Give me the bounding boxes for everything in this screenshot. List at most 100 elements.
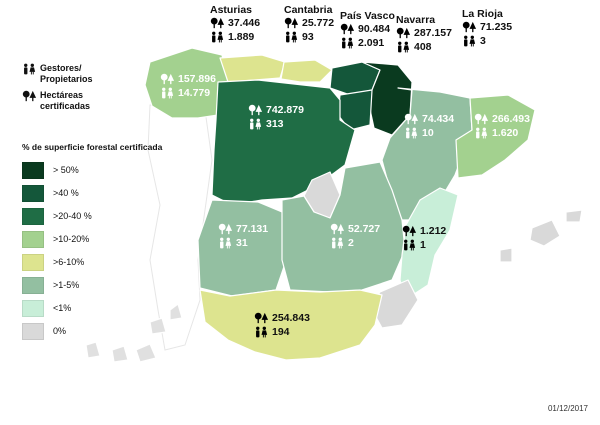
- label-pais-vasco: País Vasco 90.484 2.091: [340, 10, 395, 50]
- label-castilla-leon: 742.879 313: [248, 103, 304, 131]
- label-la-rioja: La Rioja 71.235 3: [462, 8, 512, 48]
- people-icon: [160, 87, 175, 99]
- legend-item: >6-10%: [22, 253, 142, 271]
- label-andalucia: 254.843 194: [254, 311, 310, 339]
- owners-value: 1: [420, 239, 426, 251]
- tree-icon: [22, 90, 37, 102]
- owners-value: 1.889: [228, 31, 255, 43]
- owners-value: 10: [422, 127, 434, 139]
- region-name: País Vasco: [340, 10, 395, 22]
- owners-value: 93: [302, 31, 314, 43]
- tree-icon: [248, 104, 263, 116]
- region-baleares-menorca: [565, 209, 583, 223]
- people-icon: [330, 237, 345, 249]
- region-canarias-5: [169, 303, 183, 321]
- legend-label: > 50%: [53, 165, 79, 175]
- key-hectares: Hectáreas certificadas: [22, 90, 90, 112]
- legend-label: <1%: [53, 303, 72, 313]
- owners-value: 3: [480, 35, 486, 47]
- hectares-value: 1.212: [420, 225, 447, 237]
- region-name: La Rioja: [462, 8, 503, 20]
- region-baleares-mallorca: [529, 219, 561, 247]
- key-owners-label: Gestores/ Propietarios: [40, 63, 93, 84]
- tree-icon: [396, 27, 411, 39]
- legend-swatch: [22, 184, 44, 202]
- legend-swatch: [22, 161, 44, 179]
- legend-swatch: [22, 230, 44, 248]
- region-canarias-3: [135, 343, 157, 363]
- hectares-value: 52.727: [348, 223, 381, 235]
- people-icon: [248, 118, 263, 130]
- owners-value: 31: [236, 237, 248, 249]
- legend-label: >40 %: [53, 188, 79, 198]
- region-name: Asturias: [210, 4, 253, 16]
- people-icon: [22, 63, 37, 75]
- hectares-value: 77.131: [236, 223, 269, 235]
- people-icon: [474, 127, 489, 139]
- hectares-value: 90.484: [358, 23, 391, 35]
- date-stamp: 01/12/2017: [547, 404, 588, 413]
- label-valencia: 1.212 1: [402, 224, 446, 252]
- tree-icon: [284, 17, 299, 29]
- legend-swatch: [22, 276, 44, 294]
- hectares-value: 37.446: [228, 17, 261, 29]
- region-name: Cantabria: [284, 4, 333, 16]
- tree-icon: [218, 223, 233, 235]
- owners-value: 408: [414, 41, 432, 53]
- legend-item: >10-20%: [22, 230, 142, 248]
- region-canarias-2: [111, 345, 129, 363]
- label-cataluna: 266.493 1.620: [474, 112, 530, 140]
- legend-title: % de superficie forestal certificada: [22, 142, 163, 152]
- legend-label: >10-20%: [53, 234, 90, 244]
- legend-swatch: [22, 207, 44, 225]
- label-aragon: 74.434 10: [404, 112, 454, 140]
- owners-value: 313: [266, 118, 284, 130]
- hectares-value: 71.235: [480, 21, 513, 33]
- tree-icon: [210, 17, 225, 29]
- label-navarra: Navarra 287.157 408: [396, 14, 452, 54]
- legend-item: >1-5%: [22, 276, 142, 294]
- legend-item: >20-40 %: [22, 207, 142, 225]
- people-icon: [218, 237, 233, 249]
- tree-icon: [402, 225, 417, 237]
- hectares-value: 157.896: [178, 73, 216, 85]
- legend-swatch: [22, 299, 44, 317]
- owners-value: 14.779: [178, 87, 211, 99]
- legend-item: <1%: [22, 299, 142, 317]
- legend-swatch: [22, 322, 44, 340]
- legend-item: 0%: [22, 322, 142, 340]
- region-galicia: [144, 47, 229, 119]
- hectares-value: 266.493: [492, 113, 530, 125]
- label-galicia: 157.896 14.779: [160, 72, 216, 100]
- region-name: Navarra: [396, 14, 436, 26]
- region-valencia: [399, 187, 459, 301]
- tree-icon: [474, 113, 489, 125]
- region-canarias-4: [149, 317, 167, 335]
- tree-icon: [254, 312, 269, 324]
- owners-value: 2.091: [358, 37, 385, 49]
- region-baleares-ibiza: [499, 247, 513, 263]
- people-icon: [402, 239, 417, 251]
- region-andalucia: [199, 289, 383, 361]
- people-icon: [254, 326, 269, 338]
- legend-swatch: [22, 253, 44, 271]
- legend-label: >20-40 %: [53, 211, 92, 221]
- key-hectares-label: Hectáreas certificadas: [40, 90, 91, 111]
- label-asturias: Asturias 37.446 1.889: [210, 4, 260, 44]
- region-portugal: [147, 104, 213, 351]
- owners-value: 2: [348, 237, 354, 249]
- people-icon: [396, 41, 411, 53]
- legend-item: > 50%: [22, 161, 142, 179]
- region-asturias: [219, 54, 286, 83]
- region-cantabria: [280, 59, 333, 83]
- people-icon: [462, 35, 477, 47]
- label-extremadura: 77.131 31: [218, 222, 268, 250]
- tree-icon: [330, 223, 345, 235]
- legend-label: 0%: [53, 326, 67, 336]
- legend-label: >6-10%: [53, 257, 85, 267]
- tree-icon: [462, 21, 477, 33]
- hectares-value: 254.843: [272, 312, 310, 324]
- tree-icon: [340, 23, 355, 35]
- tree-icon: [404, 113, 419, 125]
- hectares-value: 742.879: [266, 104, 304, 116]
